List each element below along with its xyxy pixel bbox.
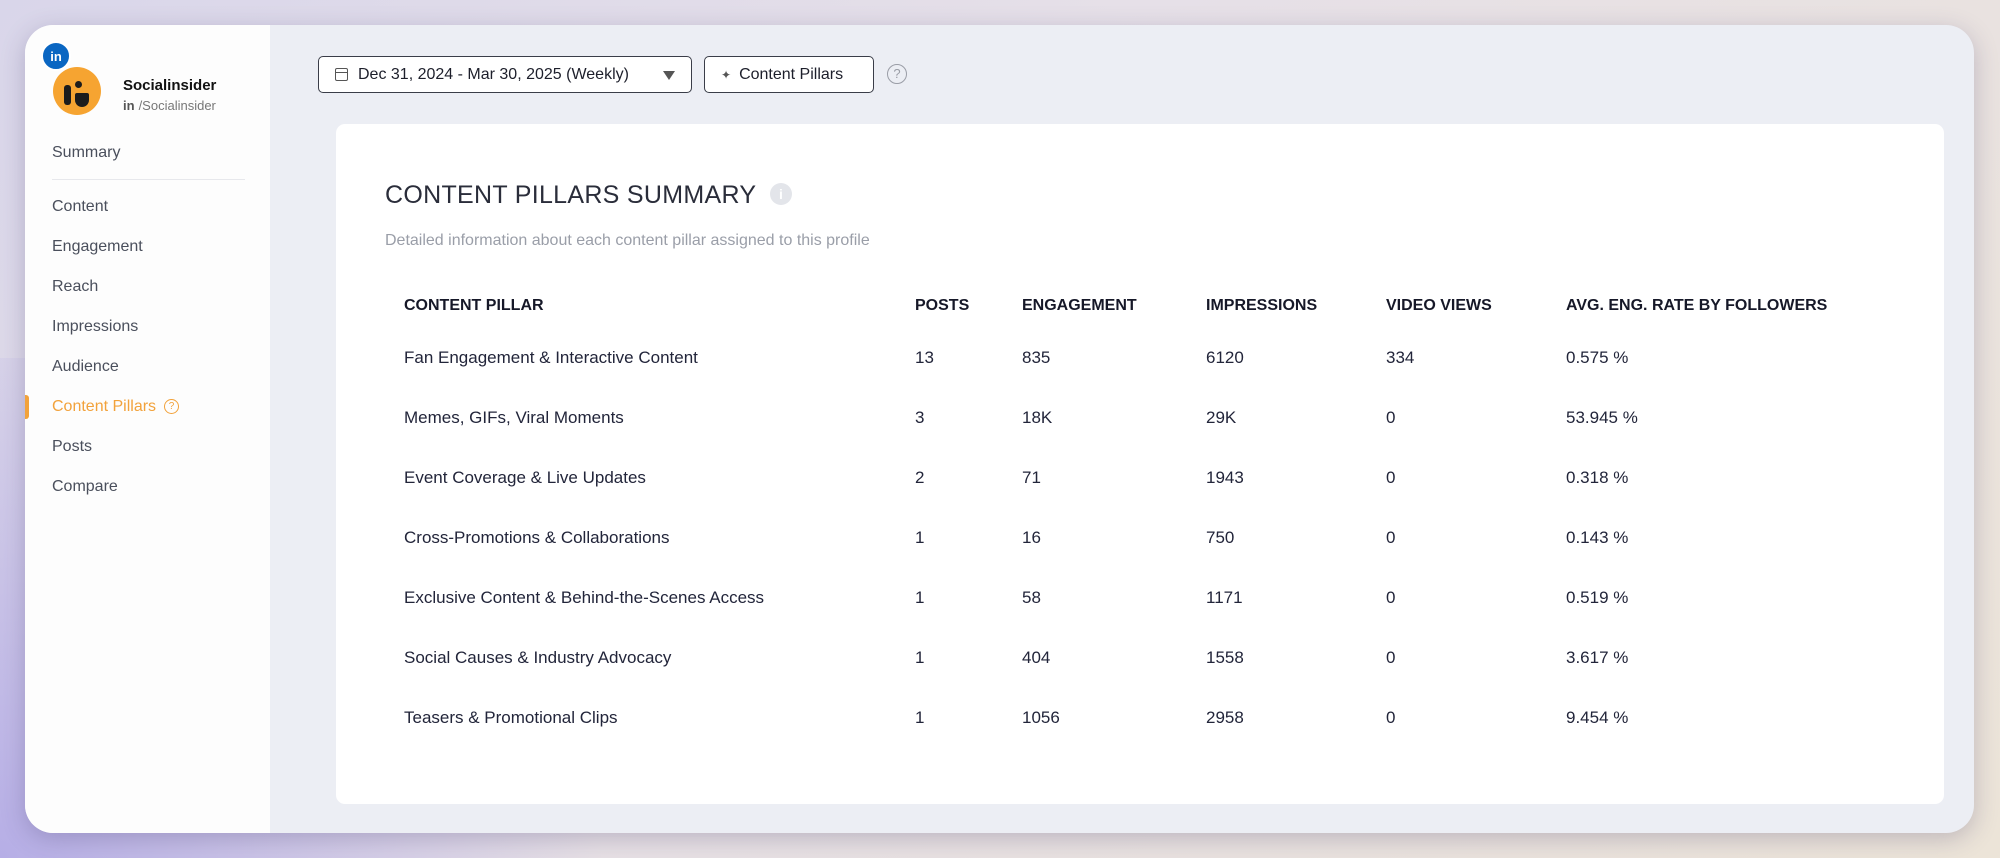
posts-value: 13 — [915, 348, 934, 367]
sidebar-item-content-pillars[interactable]: Content Pillars? — [25, 387, 270, 427]
profile-header[interactable]: in Socialinsider in/Socialinsider — [41, 41, 261, 121]
table-row: Fan Engagement & Interactive Content 13 … — [385, 328, 1884, 388]
table-row: Exclusive Content & Behind-the-Scenes Ac… — [385, 568, 1884, 628]
video-views-value: 0 — [1386, 708, 1396, 727]
eng-rate-value: 0.575 % — [1566, 348, 1629, 367]
sidebar-item-audience[interactable]: Audience — [52, 358, 119, 375]
eng-rate-value: 0.519 % — [1566, 588, 1629, 607]
pillar-name: Fan Engagement & Interactive Content — [404, 348, 698, 367]
table-row: Social Causes & Industry Advocacy 1 404 … — [385, 628, 1884, 688]
impressions-value: 1558 — [1206, 648, 1244, 667]
engagement-value: 18K — [1022, 408, 1053, 427]
posts-value: 1 — [915, 588, 925, 607]
sidebar-item-compare[interactable]: Compare — [52, 478, 118, 495]
impressions-value: 1943 — [1206, 468, 1244, 487]
card-subtitle: Detailed information about each content … — [385, 232, 870, 249]
engagement-value: 835 — [1022, 348, 1051, 367]
pillar-name: Teasers & Promotional Clips — [404, 708, 618, 727]
sidebar-item-summary[interactable]: Summary — [52, 144, 121, 161]
content-pillars-button[interactable]: ✦ Content Pillars — [704, 56, 874, 93]
impressions-value: 6120 — [1206, 348, 1244, 367]
column-header[interactable]: ENGAGEMENT — [1022, 297, 1137, 314]
column-header[interactable]: IMPRESSIONS — [1206, 297, 1318, 314]
posts-value: 2 — [915, 468, 925, 487]
column-header[interactable]: AVG. ENG. RATE BY FOLLOWERS — [1566, 297, 1828, 314]
eng-rate-value: 0.318 % — [1566, 468, 1629, 487]
eng-rate-value: 3.617 % — [1566, 648, 1629, 667]
posts-value: 1 — [915, 648, 925, 667]
caret-down-icon — [663, 71, 675, 80]
posts-value: 3 — [915, 408, 925, 427]
impressions-value: 1171 — [1206, 588, 1243, 607]
content-pillars-label: Content Pillars — [739, 65, 844, 83]
pillar-name: Exclusive Content & Behind-the-Scenes Ac… — [404, 588, 765, 607]
video-views-value: 0 — [1386, 408, 1396, 427]
info-icon[interactable]: i — [770, 183, 792, 205]
sparkle-icon: ✦ — [721, 67, 732, 82]
table-row: Event Coverage & Live Updates 2 71 1943 … — [385, 448, 1884, 508]
card-title: CONTENT PILLARS SUMMARY — [385, 181, 757, 209]
column-header[interactable]: VIDEO VIEWS — [1386, 297, 1492, 314]
calendar-icon — [335, 68, 348, 81]
sidebar: in Socialinsider in/Socialinsider Summar… — [25, 25, 270, 833]
linkedin-icon: in — [41, 41, 71, 71]
sidebar-item-label: Content Pillars — [52, 398, 157, 415]
eng-rate-value: 9.454 % — [1566, 708, 1629, 727]
sidebar-item-impressions[interactable]: Impressions — [52, 318, 139, 335]
content-pillars-card: CONTENT PILLARS SUMMARY i Detailed infor… — [336, 124, 1944, 804]
video-views-value: 0 — [1386, 648, 1396, 667]
engagement-value: 404 — [1022, 648, 1051, 667]
pillar-name: Memes, GIFs, Viral Moments — [404, 408, 624, 427]
impressions-value: 750 — [1206, 528, 1235, 547]
engagement-value: 58 — [1022, 588, 1041, 607]
avatar — [53, 67, 101, 115]
sidebar-item-content[interactable]: Content — [52, 198, 109, 215]
sidebar-nav: Summary Content Engagement Reach Impress… — [25, 133, 270, 507]
column-header[interactable]: POSTS — [915, 297, 970, 314]
posts-value: 1 — [915, 708, 925, 727]
nav-divider — [52, 179, 245, 180]
posts-value: 1 — [915, 528, 925, 547]
sidebar-item-posts[interactable]: Posts — [52, 438, 93, 455]
profile-name: Socialinsider — [123, 77, 217, 94]
impressions-value: 2958 — [1206, 708, 1244, 727]
table-row: Cross-Promotions & Collaborations 1 16 7… — [385, 508, 1884, 568]
column-header[interactable]: CONTENT PILLAR — [404, 297, 544, 314]
video-views-value: 334 — [1386, 348, 1415, 367]
engagement-value: 16 — [1022, 528, 1041, 547]
impressions-value: 29K — [1206, 408, 1237, 427]
eng-rate-value: 0.143 % — [1566, 528, 1629, 547]
engagement-value: 71 — [1022, 468, 1041, 487]
video-views-value: 0 — [1386, 528, 1396, 547]
video-views-value: 0 — [1386, 588, 1396, 607]
pillar-name: Event Coverage & Live Updates — [404, 468, 646, 487]
engagement-value: 1056 — [1022, 708, 1060, 727]
profile-handle: in/Socialinsider — [123, 98, 216, 113]
sidebar-item-reach[interactable]: Reach — [52, 278, 99, 295]
app-window: in Socialinsider in/Socialinsider Summar… — [25, 25, 1974, 833]
question-icon[interactable]: ? — [164, 399, 180, 415]
linkedin-small-icon: in — [123, 98, 135, 113]
date-range-label: Dec 31, 2024 - Mar 30, 2025 (Weekly) — [358, 65, 629, 83]
table-row: Teasers & Promotional Clips 1 1056 2958 … — [385, 688, 1884, 748]
table-header-row: CONTENT PILLAR POSTS ENGAGEMENT IMPRESSI… — [385, 284, 1884, 328]
sidebar-item-engagement[interactable]: Engagement — [52, 238, 143, 255]
pillars-table: CONTENT PILLAR POSTS ENGAGEMENT IMPRESSI… — [385, 284, 1884, 748]
date-range-dropdown[interactable]: Dec 31, 2024 - Mar 30, 2025 (Weekly) — [318, 56, 692, 93]
table-row: Memes, GIFs, Viral Moments 3 18K 29K 0 5… — [385, 388, 1884, 448]
eng-rate-value: 53.945 % — [1566, 408, 1638, 427]
video-views-value: 0 — [1386, 468, 1396, 487]
pillar-name: Social Causes & Industry Advocacy — [404, 648, 672, 667]
help-icon[interactable]: ? — [887, 64, 907, 84]
pillar-name: Cross-Promotions & Collaborations — [404, 528, 670, 547]
